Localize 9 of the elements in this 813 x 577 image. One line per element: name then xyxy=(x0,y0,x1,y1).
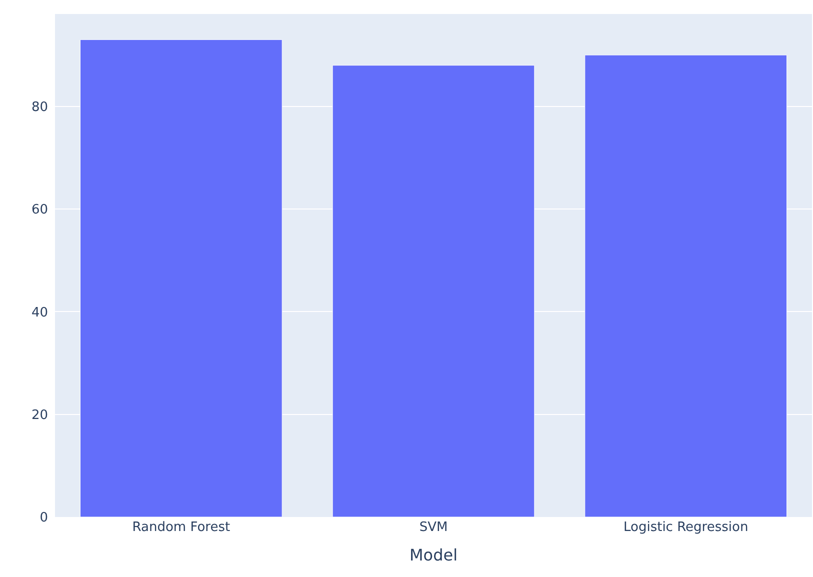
x-axis-title: Model xyxy=(409,546,458,565)
y-tick-label: 60 xyxy=(31,202,48,218)
x-tick-label: SVM xyxy=(419,520,448,535)
x-tick-label: Logistic Regression xyxy=(623,520,748,535)
y-tick-label: 40 xyxy=(31,305,48,320)
y-tick-label: 20 xyxy=(31,408,48,423)
y-tick-label: 0 xyxy=(40,510,48,526)
y-tick-label: 80 xyxy=(31,100,48,115)
x-tick-label: Random Forest xyxy=(132,520,230,535)
